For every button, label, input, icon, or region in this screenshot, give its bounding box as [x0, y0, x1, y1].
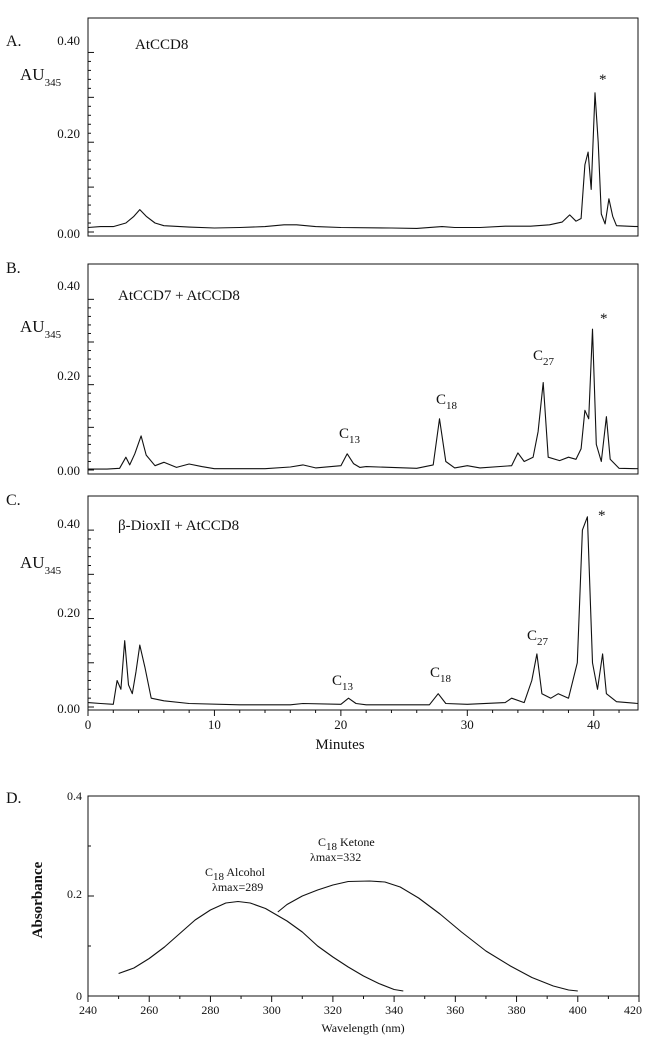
panel-d-ytick-02: 0.2 — [67, 887, 82, 901]
panel-d-yaxis-ticks — [88, 795, 94, 997]
panel-c-ytick-000: 0.00 — [57, 701, 80, 716]
panel-b-trace — [88, 328, 639, 470]
panel-a-ytick-000: 0.00 — [57, 226, 80, 241]
panel-c-peak-asterisk: * — [598, 508, 606, 524]
panel-c-ytick-020: 0.20 — [57, 605, 80, 620]
panel-d-ytick-04: 0.4 — [67, 789, 82, 803]
panel-a: A. AU345 0.40 0.20 0.00 AtCCD8 * — [6, 17, 639, 241]
panel-d-xtick-340: 340 — [385, 1003, 403, 1017]
panel-a-peak-asterisk: * — [599, 72, 607, 88]
panel-b-frame — [87, 263, 639, 475]
panel-d-xtick-320: 320 — [324, 1003, 342, 1017]
panel-d-xtick-240: 240 — [79, 1003, 97, 1017]
panel-a-trace — [87, 92, 639, 229]
panel-c: C. AU345 0.40 0.20 0.00 β-DioxII + AtCCD… — [6, 492, 639, 753]
panel-c-peak-c18: C18 — [430, 665, 452, 685]
panel-d-ytick-0: 0 — [76, 989, 82, 1003]
panel-c-xtick-0: 0 — [85, 717, 92, 732]
panel-c-yaxis-ticks — [88, 529, 94, 708]
panel-d-xtick-260: 260 — [140, 1003, 158, 1017]
panel-c-xtick-20: 20 — [334, 717, 347, 732]
panel-b-peak-c13: C13 — [339, 426, 361, 446]
panel-c-label: C. — [6, 492, 21, 509]
panel-d-xtick-360: 360 — [446, 1003, 464, 1017]
panel-d-xtick-280: 280 — [201, 1003, 219, 1017]
panel-d-trace-ketone — [277, 880, 578, 992]
panel-a-label: A. — [6, 33, 22, 50]
panel-d-xtick-420: 420 — [624, 1003, 642, 1017]
panel-a-annotation: AtCCD8 — [135, 37, 188, 53]
panel-d-ketone-lmax: λmax=332 — [310, 850, 361, 864]
panel-b: B. AU345 0.40 0.20 0.00 AtCCD7 + AtCCD8 … — [6, 260, 639, 478]
panel-c-ytick-040: 0.40 — [57, 516, 80, 531]
panel-d-alcohol-label: C18 Alcohol — [205, 865, 266, 883]
panel-b-peak-c27: C27 — [533, 348, 555, 368]
panel-d-label: D. — [6, 790, 22, 807]
panel-d: D. Absorbance 0.4 0.2 0 C18 Alcohol λmax… — [6, 789, 642, 1035]
panel-b-ytick-020: 0.20 — [57, 368, 80, 383]
panel-c-ylabel: AU345 — [20, 553, 62, 577]
panel-d-xaxis-ticks — [87, 996, 640, 1002]
panel-d-xtick-380: 380 — [508, 1003, 526, 1017]
panel-b-yaxis-ticks — [88, 298, 94, 471]
panel-b-ylabel: AU345 — [20, 317, 62, 341]
panel-c-xtick-40: 40 — [587, 717, 600, 732]
panel-d-xlabel: Wavelength (nm) — [321, 1021, 404, 1035]
panel-c-annotation: β-DioxII + AtCCD8 — [118, 518, 239, 534]
panel-b-peak-asterisk: * — [600, 311, 608, 327]
panel-a-frame — [87, 17, 639, 237]
panel-c-xlabel: Minutes — [315, 737, 364, 753]
panel-a-ytick-020: 0.20 — [57, 126, 80, 141]
panel-b-peak-c18: C18 — [436, 392, 458, 412]
panel-a-yaxis-ticks — [88, 51, 94, 233]
panel-d-frame — [87, 795, 640, 997]
panel-d-alcohol-lmax: λmax=289 — [212, 880, 263, 894]
panel-c-xtick-30: 30 — [461, 717, 474, 732]
panel-b-ytick-000: 0.00 — [57, 463, 80, 478]
panel-c-peak-c27: C27 — [527, 628, 549, 648]
panel-d-xtick-300: 300 — [263, 1003, 281, 1017]
panel-d-ylabel: Absorbance — [30, 861, 46, 938]
panel-d-xtick-400: 400 — [569, 1003, 587, 1017]
panel-c-xtick-10: 10 — [208, 717, 221, 732]
panel-b-annotation: AtCCD7 + AtCCD8 — [118, 288, 240, 304]
panel-c-xaxis-ticks — [87, 710, 620, 716]
panel-c-frame — [87, 495, 639, 711]
panel-a-ylabel: AU345 — [20, 65, 62, 89]
panel-b-label: B. — [6, 260, 21, 277]
panel-a-ytick-040: 0.40 — [57, 33, 80, 48]
panel-b-ytick-040: 0.40 — [57, 278, 80, 293]
panel-c-peak-c13: C13 — [332, 673, 354, 693]
panel-d-trace-alcohol — [118, 900, 404, 992]
panel-c-trace — [87, 516, 639, 706]
panel-d-ketone-label: C18 Ketone — [318, 835, 375, 853]
